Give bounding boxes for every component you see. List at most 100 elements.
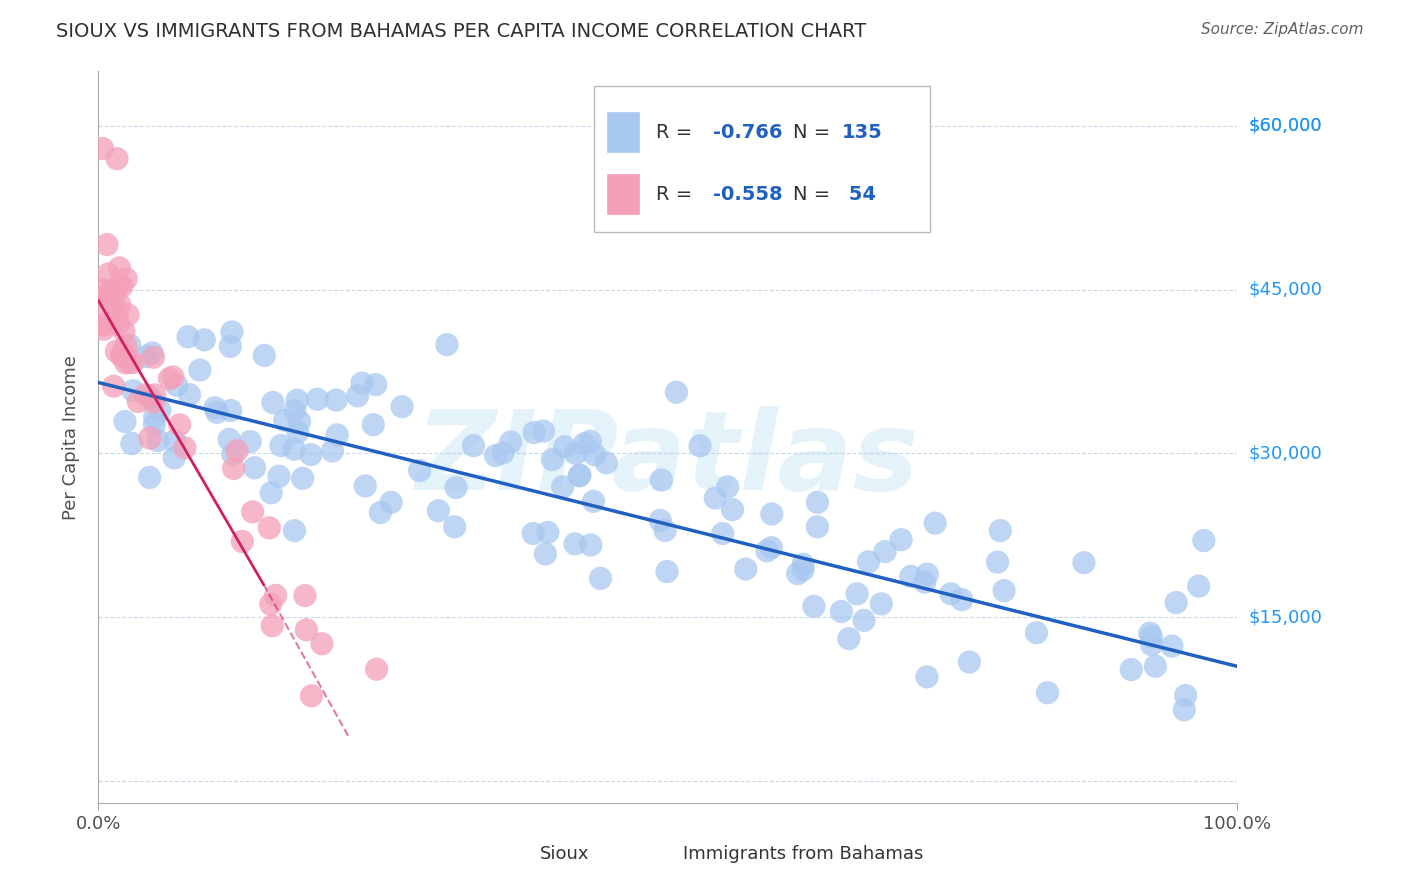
Point	[90, 141, 112, 155]
Point	[110, 349, 132, 363]
Point	[307, 392, 329, 407]
Point	[650, 473, 672, 487]
Point	[118, 355, 141, 369]
Point	[173, 441, 195, 455]
Point	[900, 569, 922, 583]
Point	[163, 434, 186, 448]
Point	[915, 670, 938, 684]
Point	[267, 469, 290, 483]
Text: R =: R =	[657, 185, 699, 203]
Point	[105, 152, 128, 166]
Point	[311, 637, 333, 651]
Point	[704, 491, 727, 505]
Point	[734, 562, 756, 576]
Point	[531, 424, 554, 438]
FancyBboxPatch shape	[593, 86, 929, 232]
Point	[270, 438, 292, 452]
Point	[792, 563, 814, 577]
Point	[141, 346, 163, 360]
Point	[242, 505, 264, 519]
Point	[792, 558, 814, 572]
Text: $60,000: $60,000	[1249, 117, 1322, 135]
Point	[870, 597, 893, 611]
Point	[291, 471, 314, 485]
Point	[260, 597, 283, 611]
Point	[484, 449, 506, 463]
Point	[1140, 638, 1163, 652]
Text: 135: 135	[842, 122, 883, 142]
Point	[363, 417, 385, 432]
Point	[239, 434, 262, 449]
Point	[761, 541, 783, 555]
Point	[111, 346, 134, 360]
Point	[436, 337, 458, 351]
Point	[283, 442, 305, 457]
Point	[112, 324, 135, 338]
Point	[346, 389, 368, 403]
Point	[243, 460, 266, 475]
Text: ZIPatlas: ZIPatlas	[416, 406, 920, 513]
Point	[204, 401, 226, 415]
Point	[162, 370, 184, 384]
Point	[143, 410, 166, 425]
Point	[157, 372, 180, 386]
Point	[350, 376, 373, 390]
Point	[138, 470, 160, 484]
Text: R =: R =	[657, 122, 699, 142]
Point	[1121, 663, 1143, 677]
Text: $30,000: $30,000	[1249, 444, 1322, 462]
Point	[108, 260, 131, 275]
Point	[950, 592, 973, 607]
Point	[325, 393, 347, 408]
Point	[1161, 639, 1184, 653]
Point	[655, 565, 678, 579]
Point	[284, 403, 307, 417]
Point	[939, 587, 962, 601]
Point	[301, 689, 323, 703]
Point	[90, 296, 112, 310]
Point	[188, 363, 211, 377]
Point	[193, 333, 215, 347]
Point	[262, 395, 284, 409]
Point	[221, 325, 243, 339]
Point	[219, 403, 242, 417]
Point	[1166, 596, 1188, 610]
Point	[582, 494, 605, 508]
Point	[89, 282, 111, 296]
Point	[522, 526, 544, 541]
Text: -0.766: -0.766	[713, 122, 783, 142]
Text: $45,000: $45,000	[1249, 281, 1323, 299]
Point	[492, 446, 515, 460]
Point	[273, 413, 295, 427]
Point	[917, 567, 939, 582]
Point	[96, 318, 118, 332]
Point	[579, 434, 602, 449]
Text: N =: N =	[793, 122, 837, 142]
Point	[96, 288, 118, 302]
Point	[711, 526, 734, 541]
Point	[551, 480, 574, 494]
Point	[583, 448, 606, 462]
Point	[537, 525, 560, 540]
Point	[143, 388, 166, 402]
Point	[830, 605, 852, 619]
Point	[122, 355, 145, 369]
Point	[226, 443, 249, 458]
Point	[427, 504, 450, 518]
Point	[1174, 689, 1197, 703]
Point	[924, 516, 946, 530]
Text: Source: ZipAtlas.com: Source: ZipAtlas.com	[1201, 22, 1364, 37]
Point	[111, 279, 134, 293]
Point	[163, 450, 186, 465]
Point	[112, 347, 135, 361]
Point	[295, 623, 318, 637]
Point	[326, 427, 349, 442]
Point	[117, 308, 139, 322]
Point	[321, 444, 343, 458]
Point	[264, 588, 287, 602]
Point	[914, 575, 936, 590]
Point	[179, 387, 201, 401]
Text: N =: N =	[793, 185, 837, 203]
Point	[169, 417, 191, 432]
Point	[806, 495, 828, 509]
